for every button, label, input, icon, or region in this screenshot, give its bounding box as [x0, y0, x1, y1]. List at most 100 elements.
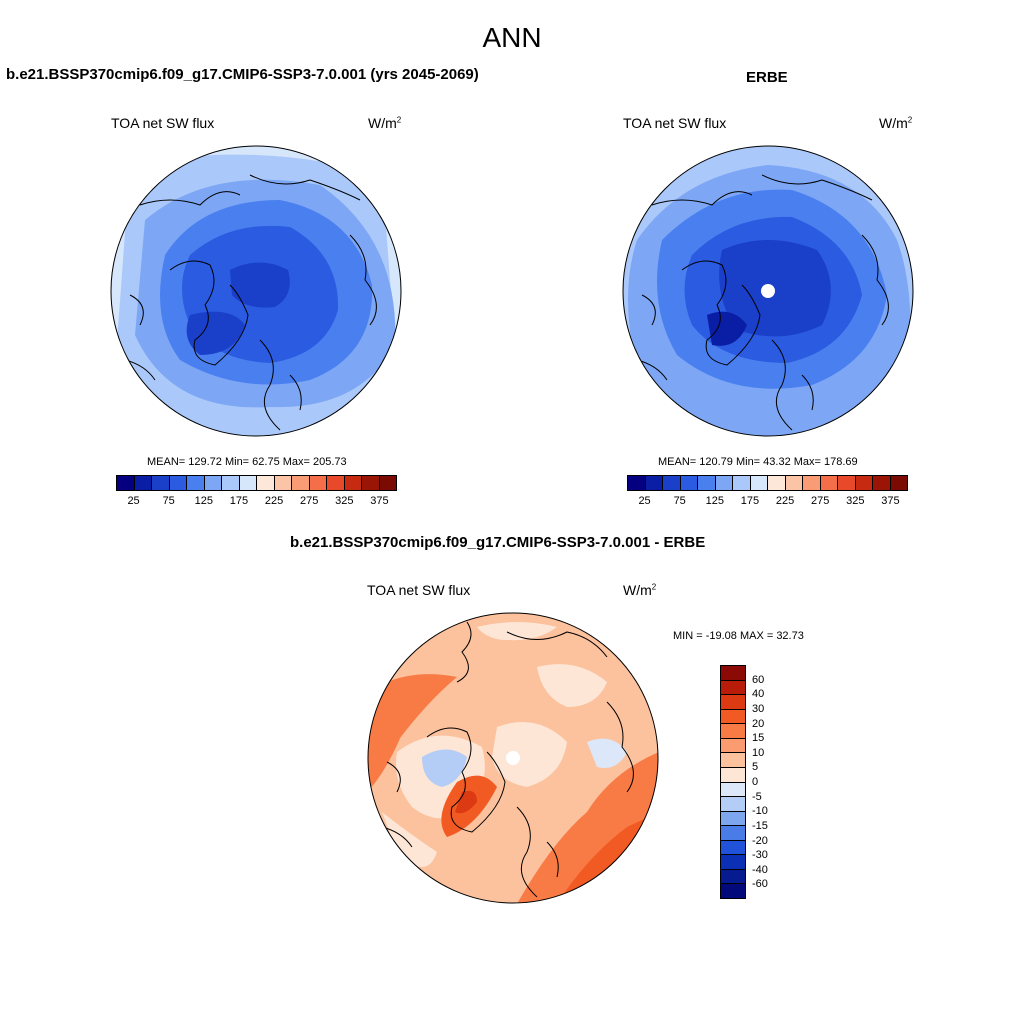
obs-colorbar — [627, 475, 908, 491]
colorbar-swatch — [327, 476, 345, 490]
diff-variable-label: TOA net SW flux — [367, 582, 471, 598]
colorbar-swatch — [873, 476, 891, 490]
colorbar-tick-label: 20 — [752, 717, 765, 730]
colorbar-swatch — [721, 782, 745, 798]
colorbar-tick-label: 60 — [752, 673, 765, 686]
obs-units-label: W/m2 — [879, 115, 913, 131]
colorbar-swatch — [274, 476, 292, 490]
colorbar-swatch — [309, 476, 327, 490]
diff-units-label: W/m2 — [623, 582, 657, 598]
colorbar-swatch — [187, 476, 205, 490]
colorbar-tick-label: -10 — [752, 805, 768, 818]
diff-polar-map — [367, 612, 659, 904]
model-colorbar — [116, 475, 397, 491]
colorbar-swatch — [721, 797, 745, 812]
colorbar-swatch — [292, 476, 310, 490]
colorbar-swatch — [152, 476, 170, 490]
colorbar-swatch — [721, 724, 745, 739]
colorbar-tick-label: 25 — [638, 495, 651, 507]
colorbar-tick-label: 75 — [673, 495, 686, 507]
colorbar-tick-label: 175 — [740, 495, 760, 507]
colorbar-swatch — [362, 476, 380, 490]
colorbar-swatch — [838, 476, 856, 490]
colorbar-swatch — [680, 476, 698, 490]
model-units-label: W/m2 — [368, 115, 402, 131]
colorbar-tick-label: 275 — [811, 495, 830, 507]
obs-stats: MEAN= 120.79 Min= 43.32 Max= 178.69 — [658, 456, 858, 468]
colorbar-tick-label: 0 — [752, 776, 759, 788]
colorbar-tick-label: 10 — [752, 746, 765, 759]
colorbar-swatch — [855, 476, 873, 490]
colorbar-swatch — [117, 476, 135, 490]
colorbar-tick-label: 325 — [335, 495, 354, 507]
colorbar-swatch — [721, 840, 745, 856]
colorbar-swatch — [379, 476, 396, 490]
colorbar-swatch — [645, 476, 663, 490]
colorbar-tick-label: 75 — [162, 495, 175, 507]
colorbar-swatch — [715, 476, 733, 490]
colorbar-tick-label: 25 — [127, 495, 140, 507]
colorbar-swatch — [721, 826, 745, 841]
model-polar-map — [110, 145, 402, 437]
colorbar-swatch — [733, 476, 751, 490]
colorbar-tick-label: -60 — [752, 878, 768, 891]
colorbar-swatch — [785, 476, 803, 490]
colorbar-tick-label: -5 — [752, 790, 762, 803]
diff-stats: MIN = -19.08 MAX = 32.73 — [673, 630, 804, 642]
colorbar-tick-label: 325 — [846, 495, 865, 507]
obs-variable-label: TOA net SW flux — [623, 115, 727, 131]
colorbar-swatch — [222, 476, 240, 490]
colorbar-swatch — [721, 884, 745, 898]
colorbar-tick-label: 375 — [370, 495, 389, 507]
colorbar-swatch — [257, 476, 275, 490]
colorbar-swatch — [721, 709, 745, 725]
colorbar-swatch — [721, 869, 745, 885]
colorbar-tick-label: -40 — [752, 863, 768, 876]
colorbar-swatch — [628, 476, 646, 490]
page-title: ANN — [482, 22, 542, 53]
colorbar-swatch — [721, 738, 745, 754]
colorbar-tick-label: 275 — [300, 495, 319, 507]
colorbar-tick-label: 5 — [752, 761, 759, 774]
colorbar-swatch — [239, 476, 257, 490]
obs-polar-map — [622, 145, 914, 437]
colorbar-tick-label: 40 — [752, 688, 765, 701]
obs-colorbar-ticks: 25 75 125 175 225 275 325 375 — [627, 495, 908, 509]
colorbar-swatch — [721, 666, 745, 681]
colorbar-tick-label: 225 — [775, 495, 795, 507]
obs-panel-title: ERBE — [746, 69, 788, 86]
colorbar-swatch — [698, 476, 716, 490]
colorbar-swatch — [768, 476, 786, 490]
colorbar-swatch — [803, 476, 821, 490]
colorbar-swatch — [820, 476, 838, 490]
colorbar-tick-label: -30 — [752, 849, 768, 862]
colorbar-tick-label: 375 — [881, 495, 900, 507]
colorbar-swatch — [204, 476, 222, 490]
colorbar-tick-label: -20 — [752, 834, 768, 847]
colorbar-swatch — [890, 476, 907, 490]
colorbar-tick-label: 125 — [194, 495, 213, 507]
model-panel-title: b.e21.BSSP370cmip6.f09_g17.CMIP6-SSP3-7.… — [6, 66, 479, 83]
colorbar-tick-label: -15 — [752, 819, 768, 832]
colorbar-swatch — [750, 476, 768, 490]
colorbar-tick-label: 225 — [264, 495, 284, 507]
colorbar-tick-label: 15 — [752, 732, 765, 745]
colorbar-swatch — [721, 855, 745, 870]
model-variable-label: TOA net SW flux — [111, 115, 215, 131]
diff-colorbar-ticks: 60 40 30 20 15 10 5 0 -5 -10 -15 -20 -30 -40 -60 — [752, 665, 792, 899]
colorbar-swatch — [721, 695, 745, 710]
diff-panel-title: b.e21.BSSP370cmip6.f09_g17.CMIP6-SSP3-7.… — [290, 534, 706, 551]
colorbar-swatch — [721, 753, 745, 768]
colorbar-swatch — [169, 476, 187, 490]
model-colorbar-ticks: 25 75 125 175 225 275 325 375 — [116, 495, 397, 509]
colorbar-tick-label: 30 — [752, 702, 765, 715]
colorbar-swatch — [721, 680, 745, 696]
diff-colorbar — [720, 665, 746, 899]
colorbar-swatch — [721, 811, 745, 827]
colorbar-swatch — [721, 767, 745, 783]
colorbar-swatch — [663, 476, 681, 490]
colorbar-tick-label: 125 — [705, 495, 724, 507]
model-stats: MEAN= 129.72 Min= 62.75 Max= 205.73 — [147, 456, 347, 468]
colorbar-swatch — [134, 476, 152, 490]
colorbar-swatch — [344, 476, 362, 490]
